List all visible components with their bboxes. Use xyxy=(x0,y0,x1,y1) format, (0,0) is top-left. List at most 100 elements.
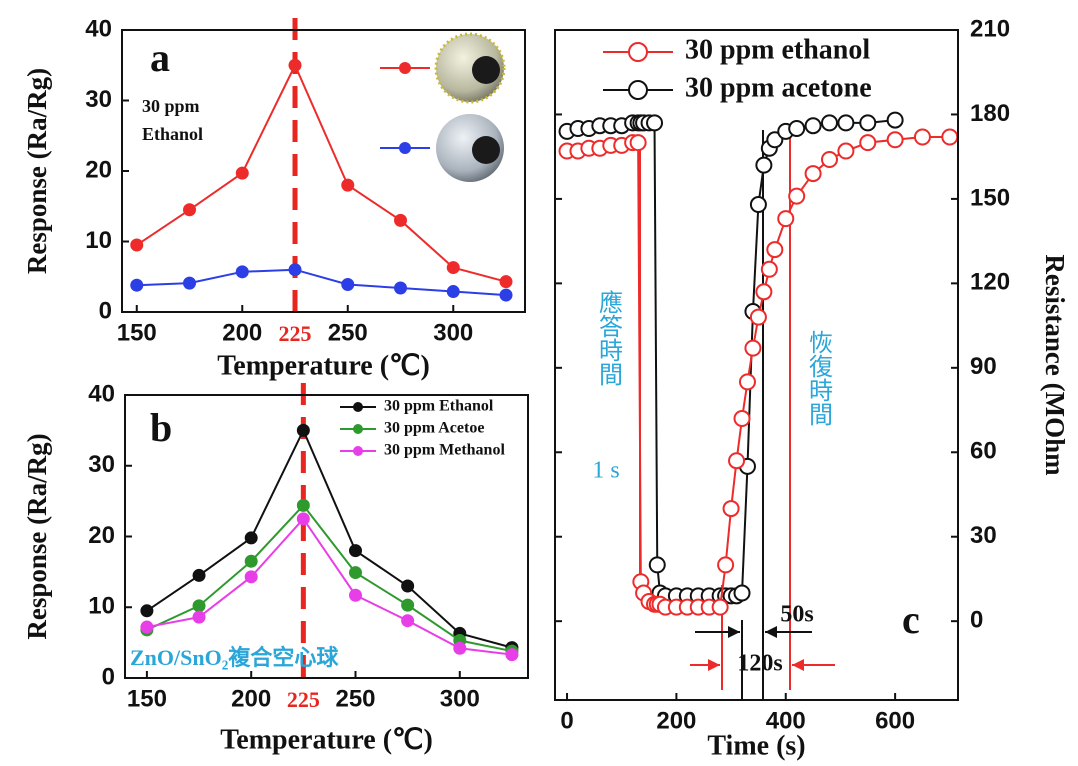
data-point xyxy=(744,339,762,357)
legend-marker xyxy=(353,402,363,412)
legend-label: 30 ppm Ethanol xyxy=(384,398,494,415)
y-tick-label: 10 xyxy=(85,227,112,254)
y-tick-label: 180 xyxy=(970,100,1010,127)
x-axis-label: Time (s) xyxy=(707,730,805,761)
data-point xyxy=(886,131,904,149)
x-tick-label: 200 xyxy=(231,685,271,712)
data-point xyxy=(837,142,855,160)
data-point xyxy=(401,598,415,612)
series-line xyxy=(146,427,513,649)
x-tick-label: 400 xyxy=(766,707,806,734)
y-axis-label: Resistance (MOhm xyxy=(1040,254,1070,476)
data-point xyxy=(394,281,408,295)
data-point xyxy=(394,213,408,227)
legend-label: 30 ppm Acetoe xyxy=(384,420,484,437)
data-point xyxy=(837,114,855,132)
data-point xyxy=(629,134,647,152)
legend-marker xyxy=(628,42,648,62)
data-point xyxy=(341,278,355,292)
data-point xyxy=(192,599,206,613)
data-point xyxy=(244,554,258,568)
data-point xyxy=(711,598,729,616)
series-line xyxy=(146,503,513,653)
x-axis-label: Temperature (℃) xyxy=(220,724,433,755)
data-point xyxy=(296,512,310,526)
data-point xyxy=(505,648,519,662)
y-tick-label: 0 xyxy=(102,663,115,690)
sphere-icon xyxy=(436,114,504,182)
data-point xyxy=(192,610,206,624)
legend-marker xyxy=(353,446,363,456)
y-tick-label: 20 xyxy=(88,522,115,549)
highlight-label: 225 xyxy=(287,687,320,712)
data-point xyxy=(859,114,877,132)
x-tick-label: 600 xyxy=(875,707,915,734)
data-point xyxy=(913,128,931,146)
data-point xyxy=(760,260,778,278)
panel-label: a xyxy=(150,35,170,80)
series-line xyxy=(146,517,513,656)
x-tick-label: 150 xyxy=(117,319,157,346)
annotation: Ethanol xyxy=(142,124,203,144)
data-point xyxy=(348,566,362,580)
data-point xyxy=(348,544,362,558)
series-line xyxy=(136,62,507,283)
legend-label: 30 ppm ethanol xyxy=(685,34,870,65)
plot-frame xyxy=(124,394,529,679)
y-tick-label: 0 xyxy=(970,607,983,634)
data-point xyxy=(717,556,735,574)
data-point xyxy=(820,114,838,132)
legend-marker xyxy=(399,62,411,74)
x-tick-label: 150 xyxy=(127,685,167,712)
data-point xyxy=(341,178,355,192)
data-point xyxy=(859,134,877,152)
data-point xyxy=(288,263,302,277)
y-tick-label: 10 xyxy=(88,593,115,620)
data-point xyxy=(192,568,206,582)
series-line xyxy=(136,268,507,297)
data-point xyxy=(804,165,822,183)
panel-label: c xyxy=(902,597,920,642)
data-point xyxy=(738,373,756,391)
data-point xyxy=(788,120,806,138)
data-point xyxy=(130,278,144,292)
data-point xyxy=(140,604,154,618)
data-point xyxy=(728,452,746,470)
annotation: 恢復時間 xyxy=(804,330,832,426)
y-tick-label: 30 xyxy=(88,451,115,478)
data-point xyxy=(446,285,460,299)
data-point xyxy=(733,584,751,602)
legend-marker xyxy=(399,142,411,154)
y-tick-label: 60 xyxy=(970,438,997,465)
data-point xyxy=(348,588,362,602)
annotation: 120s xyxy=(737,651,782,677)
x-tick-label: 0 xyxy=(560,707,573,734)
y-tick-label: 120 xyxy=(970,269,1010,296)
data-point xyxy=(788,187,806,205)
data-point xyxy=(749,308,767,326)
x-axis-label: Temperature (℃) xyxy=(217,350,430,381)
data-point xyxy=(648,556,666,574)
data-point xyxy=(766,131,784,149)
data-point xyxy=(886,111,904,129)
data-point xyxy=(140,620,154,634)
plot-frame xyxy=(554,29,959,701)
y-tick-label: 30 xyxy=(85,86,112,113)
y-tick-label: 90 xyxy=(970,353,997,380)
data-point xyxy=(733,409,751,427)
y-tick-label: 0 xyxy=(99,297,112,324)
x-tick-label: 300 xyxy=(433,319,473,346)
data-point xyxy=(296,423,310,437)
y-axis-label: Response (Ra/Rg) xyxy=(22,433,52,639)
x-tick-label: 300 xyxy=(440,685,480,712)
data-point xyxy=(446,261,460,275)
data-point xyxy=(401,614,415,628)
y-tick-label: 40 xyxy=(88,380,115,407)
plot-frame xyxy=(121,29,526,313)
legend-marker xyxy=(628,80,648,100)
x-tick-label: 250 xyxy=(335,685,375,712)
data-point xyxy=(499,288,513,302)
data-point xyxy=(755,283,773,301)
data-point xyxy=(296,498,310,512)
